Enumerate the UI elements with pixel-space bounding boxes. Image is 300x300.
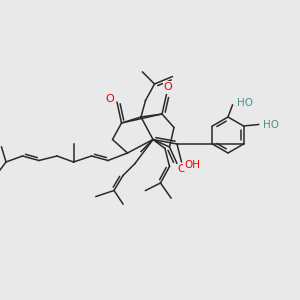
Text: HO: HO — [263, 119, 279, 130]
Text: O: O — [177, 164, 186, 175]
Text: O: O — [164, 82, 172, 92]
Text: HO: HO — [237, 98, 253, 109]
Text: O: O — [105, 94, 114, 104]
Text: OH: OH — [184, 160, 200, 170]
